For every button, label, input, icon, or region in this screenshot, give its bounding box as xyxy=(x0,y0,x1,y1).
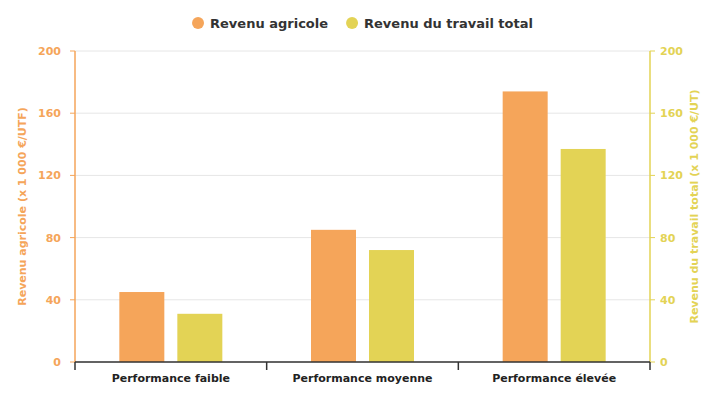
y-tick-label: 160 xyxy=(38,107,61,120)
grid-line xyxy=(75,113,650,114)
x-tick-label: Performance moyenne xyxy=(292,372,432,385)
legend-swatch xyxy=(346,17,358,29)
y-tick-label: 80 xyxy=(46,232,62,245)
y-axis-title: Revenu agricole (x 1 000 €/UTF) xyxy=(16,107,29,306)
x-tick xyxy=(74,362,76,370)
y-axis xyxy=(74,51,76,362)
y-tick-label: 200 xyxy=(38,45,61,58)
legend-swatch xyxy=(192,17,204,29)
x-tick xyxy=(458,362,460,370)
x-axis xyxy=(75,361,650,363)
y-tick-label: 40 xyxy=(46,294,62,307)
bar xyxy=(177,314,222,362)
bar xyxy=(503,91,548,362)
y2-axis xyxy=(649,51,651,362)
legend-label: Revenu agricole xyxy=(210,16,328,31)
y2-tick-label: 200 xyxy=(660,45,683,58)
legend-item: Revenu agricole xyxy=(192,16,328,31)
legend: Revenu agricole Revenu du travail total xyxy=(192,16,533,31)
grid-line xyxy=(75,51,650,52)
y2-tick-label: 160 xyxy=(660,107,683,120)
y2-tick-label: 120 xyxy=(660,169,683,182)
y2-tick-label: 80 xyxy=(660,232,676,245)
legend-label: Revenu du travail total xyxy=(364,16,533,31)
y2-tick-label: 0 xyxy=(660,356,668,369)
y2-tick-label: 40 xyxy=(660,294,676,307)
y2-axis-title: Revenu du travail total (x 1 000 €/UT) xyxy=(688,89,701,323)
bar xyxy=(311,230,356,362)
bar xyxy=(369,250,414,362)
chart: 0 40 80 120 160 200 0 40 80 120 160 200 Performance … xyxy=(0,0,725,400)
y-tick-label: 120 xyxy=(38,169,61,182)
x-tick xyxy=(649,362,651,370)
grid-line xyxy=(75,362,650,363)
bar xyxy=(119,292,164,362)
y-tick-label: 0 xyxy=(53,356,61,369)
x-tick-label: Performance élevée xyxy=(492,372,616,385)
x-tick-label: Performance faible xyxy=(112,372,230,385)
legend-item: Revenu du travail total xyxy=(346,16,533,31)
x-tick xyxy=(266,362,268,370)
bar xyxy=(561,149,606,362)
bars xyxy=(119,91,605,362)
